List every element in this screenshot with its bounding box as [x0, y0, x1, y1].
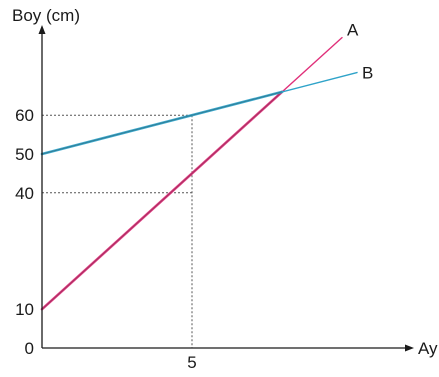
x-tick-label-5: 5: [187, 353, 196, 372]
series-line-bold-B: [40, 90, 284, 156]
series-lines: [40, 36, 358, 311]
series-labels: AB: [347, 21, 373, 83]
series-label-B: B: [362, 64, 373, 83]
tick-labels: 0 10 40 50 60 5: [15, 106, 197, 372]
y-tick-label-50: 50: [15, 145, 34, 164]
y-axis-arrow-icon: [38, 25, 46, 34]
x-axis-label: Ay: [418, 339, 438, 358]
y-axis-label: Boy (cm): [12, 6, 80, 25]
series-line-shade-A: [41, 91, 283, 310]
y-tick-label-40: 40: [15, 184, 34, 203]
y-tick-label-0: 0: [25, 339, 34, 358]
x-axis-arrow-icon: [405, 344, 414, 352]
series-label-A: A: [347, 21, 359, 40]
series-line-bold-A: [40, 90, 284, 311]
y-tick-label-60: 60: [15, 106, 34, 125]
axes: [38, 25, 414, 352]
y-tick-label-10: 10: [15, 300, 34, 319]
guide-lines: [42, 114, 193, 348]
series-line-shade-B: [41, 91, 283, 155]
